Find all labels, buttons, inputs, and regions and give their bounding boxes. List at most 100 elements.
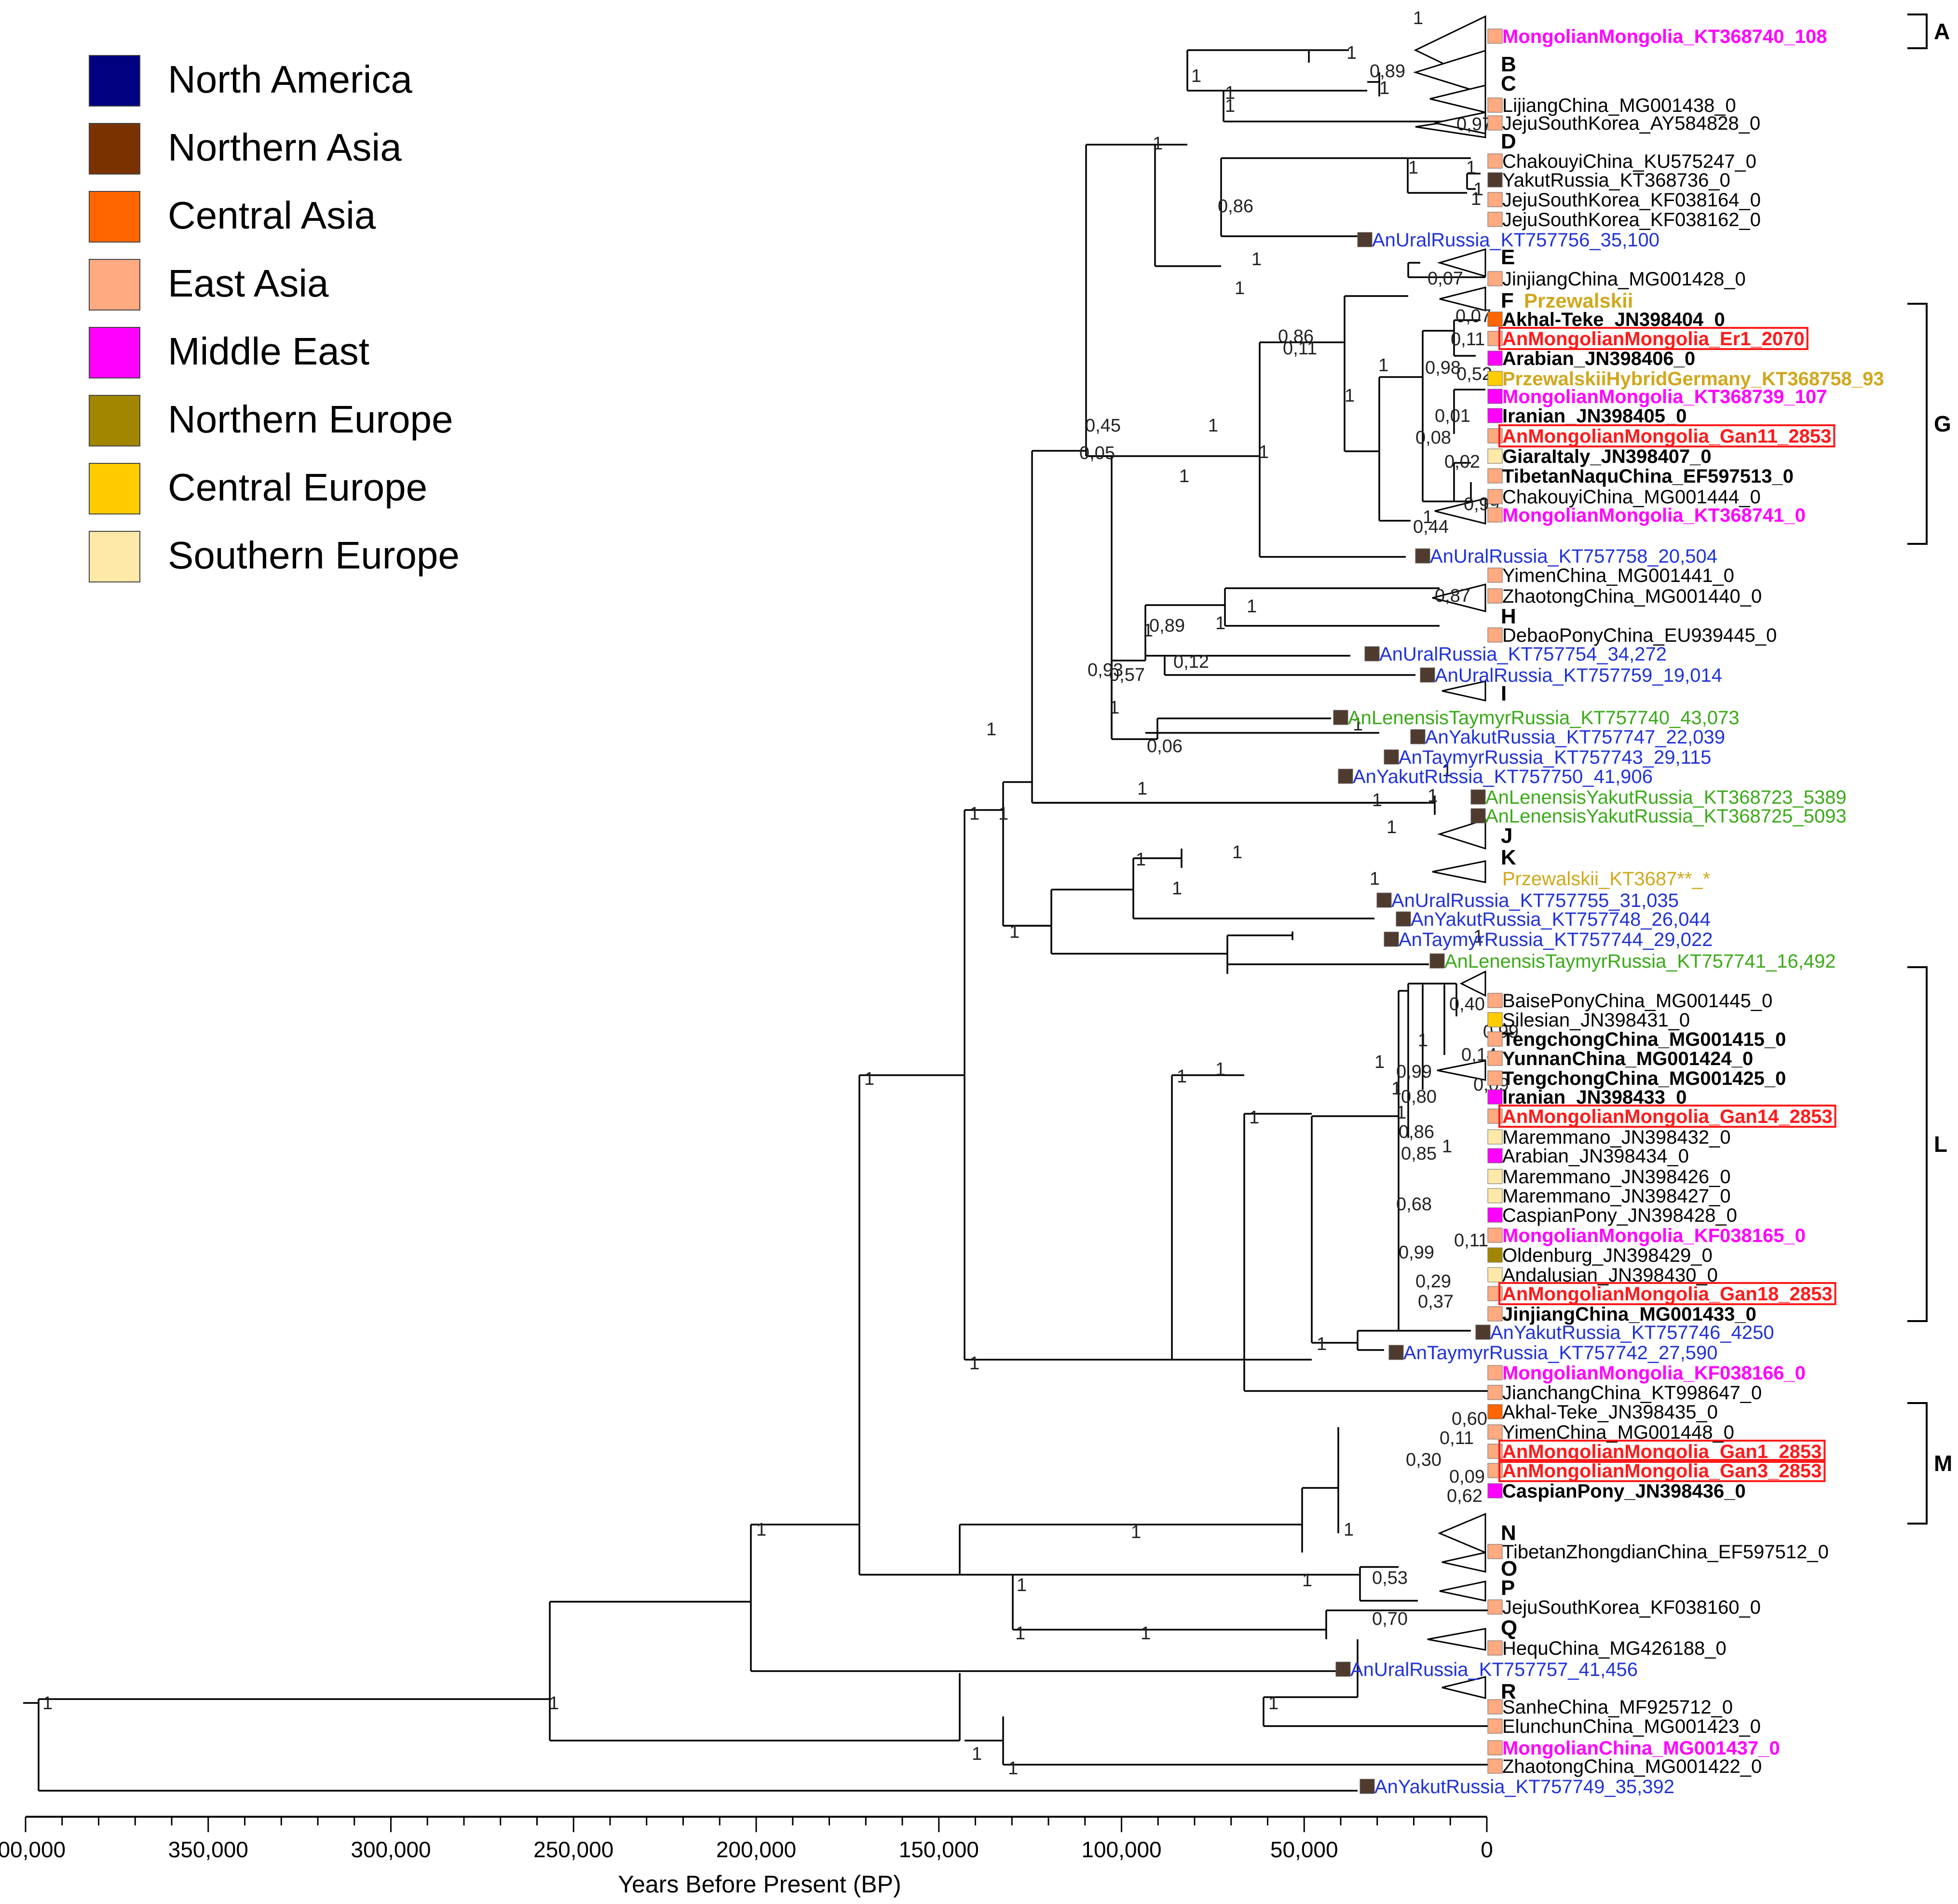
collapsed-clade-10	[1437, 818, 1486, 850]
region-marker	[1487, 1740, 1503, 1755]
tip-label: AnLenensisTaymyrRussia_KT757740_43,073	[1348, 707, 1740, 729]
highlight-box	[1498, 1105, 1836, 1128]
tip-label: MongolianMongolia_KT368739_107	[1502, 386, 1827, 407]
tip-label: TibetanNaquChina_EF597513_0	[1502, 466, 1794, 487]
clade-label: F	[1501, 289, 1514, 312]
branch-22	[1422, 330, 1454, 502]
support-value: 1	[1015, 1623, 1025, 1644]
tip-label: Akhal-Teke_JN398404_0	[1502, 309, 1725, 330]
tip-label: SanheChina_MF925712_0	[1502, 1697, 1733, 1718]
support-value: 0,06	[1147, 736, 1183, 756]
support-value: 1	[1009, 922, 1020, 942]
support-value: 1	[1136, 850, 1146, 870]
tip-label: AnTaymyrRussia_KT757742_27,590	[1403, 1342, 1718, 1364]
clade-bracket-A	[1907, 14, 1928, 49]
branch-17	[1259, 341, 1406, 558]
collapsed-clade-11	[1432, 860, 1486, 883]
support-value: 0,07	[1455, 306, 1491, 326]
region-marker	[1487, 448, 1503, 464]
support-value: 0,85	[1401, 1144, 1437, 1164]
collapsed-clade-1	[1413, 49, 1486, 95]
support-value: 0,93	[1088, 660, 1123, 680]
support-value: 1	[1344, 1520, 1354, 1540]
region-marker	[1429, 953, 1445, 969]
region-marker	[1487, 1267, 1503, 1283]
support-value: 0,08	[1415, 428, 1451, 448]
support-value: 1	[1353, 715, 1363, 735]
region-marker	[1487, 1051, 1503, 1066]
support-value: 1	[1008, 1758, 1018, 1779]
region-marker	[1487, 1012, 1503, 1027]
tip-label: AnTaymyrRussia_KT757743_29,115	[1399, 747, 1712, 768]
region-marker	[1487, 311, 1503, 327]
branch-44	[1311, 1115, 1399, 1344]
region-marker	[1487, 1699, 1503, 1715]
region-marker	[1415, 548, 1430, 564]
support-value: 1	[756, 1520, 766, 1540]
branch-58	[1263, 1696, 1488, 1727]
branch-19	[1407, 262, 1485, 278]
support-value: 1	[1235, 278, 1245, 298]
region-marker	[1357, 232, 1373, 247]
support-value: 1	[1378, 355, 1388, 376]
region-marker	[1487, 1169, 1503, 1184]
tip-label: JinjiangChina_MG001428_0	[1502, 269, 1746, 290]
tip-label: AnMongolianMongolia_Er1_2070	[1502, 328, 1805, 350]
support-value: 0,45	[1085, 416, 1121, 436]
region-marker	[1487, 1365, 1503, 1380]
clade-label: Q	[1501, 1616, 1517, 1640]
branch-31	[1145, 655, 1415, 676]
branch-42	[1171, 1074, 1312, 1361]
tip-label: JejuSouthKorea_KF038164_0	[1502, 189, 1761, 211]
support-value: 1	[1473, 179, 1483, 200]
region-marker	[1487, 1207, 1503, 1223]
support-value: 1	[969, 804, 979, 824]
bracket-label: G	[1934, 411, 1951, 436]
tip-label: LijiangChina_MG001438_0	[1502, 95, 1736, 116]
tip-label: ZhaotongChina_MG001422_0	[1502, 1756, 1762, 1777]
region-marker	[1487, 1483, 1503, 1499]
branch-59	[1003, 1639, 1488, 1766]
tip-label: Arabian_JN398406_0	[1502, 348, 1695, 369]
support-value: 1	[1153, 134, 1163, 154]
support-value: 0,44	[1413, 517, 1449, 537]
tip-label: Silesian_JN398431_0	[1502, 1010, 1690, 1031]
legend-swatch	[89, 327, 140, 378]
support-value: 1	[1396, 1103, 1406, 1123]
legend-label: Northern Asia	[168, 126, 402, 169]
support-value: 1	[1374, 1052, 1385, 1072]
support-value: 1	[42, 1693, 53, 1714]
tip-label: ChakouyiChina_MG001444_0	[1502, 486, 1761, 508]
axis-tick-label: 300,000	[351, 1837, 431, 1862]
branch-16	[1466, 173, 1481, 190]
support-value: 1	[1249, 1107, 1259, 1128]
axis-tick-label: 100,000	[1081, 1837, 1161, 1862]
region-marker	[1487, 1031, 1503, 1047]
branch-4	[964, 809, 1172, 1361]
legend-label: Northern Europe	[168, 398, 453, 441]
branch-37	[1133, 849, 1183, 868]
clade-label: P	[1501, 1576, 1515, 1600]
collapsed-clade-triangles	[1413, 15, 1486, 1699]
region-marker	[1364, 646, 1380, 662]
region-marker	[1487, 1385, 1503, 1400]
legend-swatch	[89, 55, 140, 107]
legend-swatch	[89, 463, 140, 514]
support-value: 0,11	[1283, 338, 1317, 359]
branch-49	[1357, 1330, 1471, 1351]
support-value: 0,05	[1079, 443, 1115, 463]
region-marker	[1487, 489, 1503, 504]
tip-label: AnLenensisTaymyrRussia_KT757741_16,492	[1444, 951, 1836, 972]
tip-label: Iranian_JN398433_0	[1502, 1087, 1687, 1108]
branch-12	[1223, 90, 1476, 122]
legend-swatch	[89, 531, 140, 582]
branch-9	[1154, 144, 1221, 267]
clade-label: H	[1501, 605, 1516, 628]
region-marker	[1470, 789, 1486, 805]
support-value: 1	[1408, 158, 1418, 178]
support-value: 0,11	[1454, 1230, 1488, 1251]
region-marker	[1487, 172, 1503, 188]
branch-10	[1186, 49, 1309, 92]
tip-label: Arabian_JN398434_0	[1502, 1146, 1689, 1167]
support-value: 0,89	[1149, 616, 1185, 636]
